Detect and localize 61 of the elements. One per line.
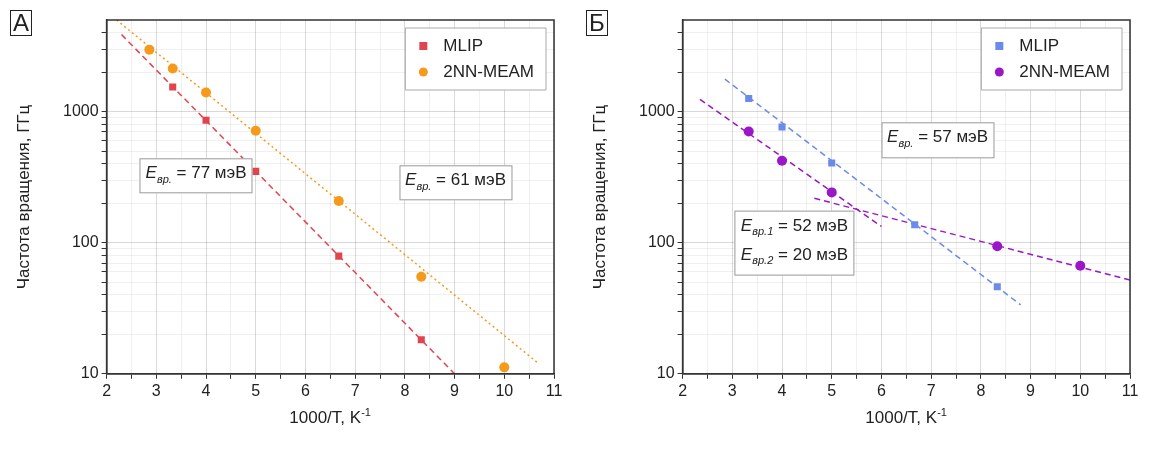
annotation: E$_{вр.}$ = 77 мэВ [139, 157, 253, 194]
x-tick-label: 3 [727, 381, 737, 399]
x-tick-label: 7 [926, 381, 936, 399]
y-tick-label: 1000 [639, 102, 675, 120]
x-tick-label: 6 [300, 381, 310, 399]
x-tick-label: 9 [450, 381, 460, 399]
x-tick-label: 2 [102, 381, 112, 399]
x-tick-label: 5 [251, 381, 261, 399]
x-tick-label: 7 [350, 381, 360, 399]
legend-label: 2NN-MEAM [443, 61, 534, 81]
annotation: E$_{вр.}$ = 61 мэВ [399, 165, 513, 201]
y-tick-label: 10 [80, 364, 99, 382]
y-axis-title: Частота вращения, ГГц [13, 104, 34, 290]
point [202, 116, 210, 124]
x-tick-label: 10 [495, 381, 514, 399]
x-axis-title: 1000/T, K$^{-1}$ [289, 405, 371, 428]
x-tick-label: 11 [545, 381, 563, 399]
point [826, 187, 837, 198]
x-tick-label: 2 [678, 381, 688, 399]
point [778, 123, 786, 131]
point [335, 252, 343, 260]
text: E$_{вр.1}$ = 52 мэВ E$_{вр.2}$ = 20 мэВ [740, 215, 849, 267]
legend-label: MLIP [443, 35, 484, 55]
point [144, 44, 155, 55]
y-tick-label: 10 [656, 364, 675, 382]
point [828, 159, 836, 167]
x-tick-label: 5 [827, 381, 837, 399]
x-tick-label: 8 [400, 381, 410, 399]
annotation: E$_{вр.}$ = 57 мэВ [881, 122, 995, 158]
point [993, 283, 1001, 291]
x-tick-label: 4 [777, 381, 787, 399]
point [777, 155, 788, 166]
y-tick-label: 100 [71, 233, 99, 251]
x-tick-label: 11 [1121, 381, 1139, 399]
x-tick-label: 8 [976, 381, 986, 399]
point [911, 221, 919, 229]
x-axis-title: 1000/T, K$^{-1}$ [865, 405, 947, 428]
x-tick-label: 10 [1071, 381, 1090, 399]
point [745, 94, 753, 102]
point [169, 83, 177, 91]
point [417, 336, 425, 344]
point [743, 126, 754, 137]
y-axis-title: Частота вращения, ГГц [589, 104, 610, 290]
point [333, 196, 344, 207]
point [167, 63, 178, 74]
point [992, 241, 1003, 252]
chart-title: Б [586, 9, 608, 36]
point [250, 125, 261, 136]
x-tick-label: 9 [1026, 381, 1036, 399]
point [1075, 260, 1086, 271]
point [416, 271, 427, 282]
x-tick-label: 4 [201, 381, 211, 399]
x-tick-label: 3 [151, 381, 161, 399]
point [499, 362, 510, 373]
legend-label: MLIP [1019, 35, 1060, 55]
x-tick-label: 6 [876, 381, 886, 399]
chart-title: А [10, 9, 33, 36]
point [201, 87, 212, 98]
legend-label: 2NN-MEAM [1019, 61, 1110, 81]
y-tick-label: 100 [647, 233, 675, 251]
y-tick-label: 1000 [63, 102, 99, 120]
